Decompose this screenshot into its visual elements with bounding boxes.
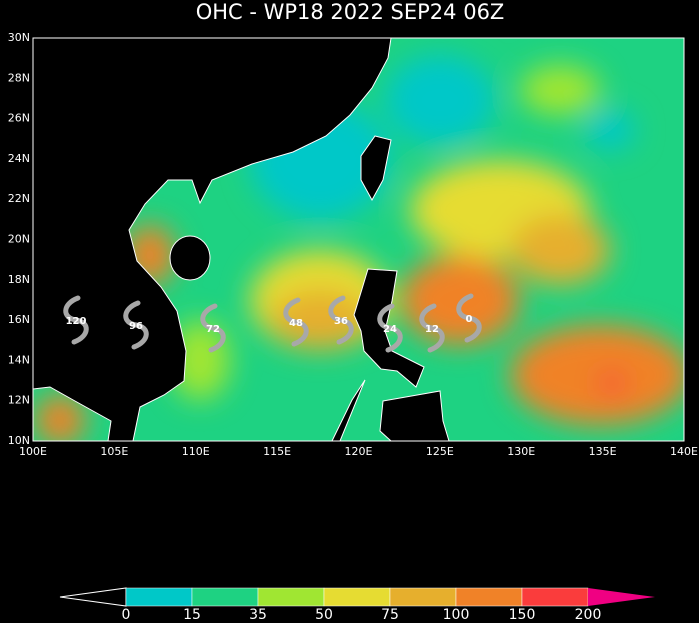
colorbar-high-arrow <box>588 588 655 606</box>
lat-label: 12N <box>8 394 30 407</box>
lon-label: 125E <box>426 445 454 458</box>
colorbar-segment <box>191 587 259 607</box>
colorbar-label: 35 <box>249 607 267 623</box>
forecast-hour-label: 72 <box>206 324 220 335</box>
lat-label: 22N <box>8 192 30 205</box>
colorbar-segment <box>323 587 391 607</box>
colorbar-label: 0 <box>122 607 131 623</box>
forecast-hour-label: 120 <box>66 316 87 327</box>
colorbar-label: 100 <box>443 607 470 623</box>
ohc-field <box>33 38 684 441</box>
forecast-hour-label: 96 <box>129 321 143 332</box>
storm-symbol <box>328 295 354 345</box>
colorbar-label: 50 <box>315 607 333 623</box>
lon-label: 115E <box>263 445 291 458</box>
forecast-hour-label: 24 <box>383 324 397 335</box>
lat-label: 14N <box>8 353 30 366</box>
lat-label: 10N <box>8 434 30 447</box>
lat-label: 30N <box>8 31 30 44</box>
colorbar-label: 15 <box>183 607 201 623</box>
lat-label: 28N <box>8 71 30 84</box>
colorbar-low-arrow <box>59 587 127 607</box>
lon-label: 140E <box>670 445 698 458</box>
storm-symbol <box>456 293 482 343</box>
lat-label: 24N <box>8 152 30 165</box>
colorbar-label: 75 <box>381 607 399 623</box>
storm-symbol <box>283 297 309 347</box>
forecast-hour-label: 0 <box>466 314 473 325</box>
lon-label: 105E <box>100 445 128 458</box>
colorbar-segment <box>521 587 589 607</box>
storm-symbol <box>200 303 226 353</box>
lon-label: 120E <box>345 445 373 458</box>
forecast-hour-label: 48 <box>289 318 303 329</box>
lat-label: 26N <box>8 112 30 125</box>
colorbar-segment <box>389 587 457 607</box>
colorbar-segment <box>455 587 523 607</box>
title: OHC - WP18 2022 SEP24 06Z <box>196 0 505 24</box>
storm-symbol <box>377 303 403 353</box>
storm-symbol <box>123 300 149 350</box>
colorbar-label: 200 <box>575 607 602 623</box>
lon-label: 110E <box>182 445 210 458</box>
storm-symbol <box>419 303 445 353</box>
lat-label: 18N <box>8 273 30 286</box>
lat-label: 20N <box>8 233 30 246</box>
lon-label: 100E <box>19 445 47 458</box>
forecast-hour-label: 12 <box>425 324 439 335</box>
forecast-hour-label: 36 <box>334 316 348 327</box>
map-frame <box>32 37 685 442</box>
colorbar-segment <box>257 587 325 607</box>
colorbar-label: 150 <box>509 607 536 623</box>
storm-symbol <box>63 295 89 345</box>
lon-label: 135E <box>589 445 617 458</box>
colorbar-segment <box>125 587 193 607</box>
lon-label: 130E <box>507 445 535 458</box>
lat-label: 16N <box>8 313 30 326</box>
